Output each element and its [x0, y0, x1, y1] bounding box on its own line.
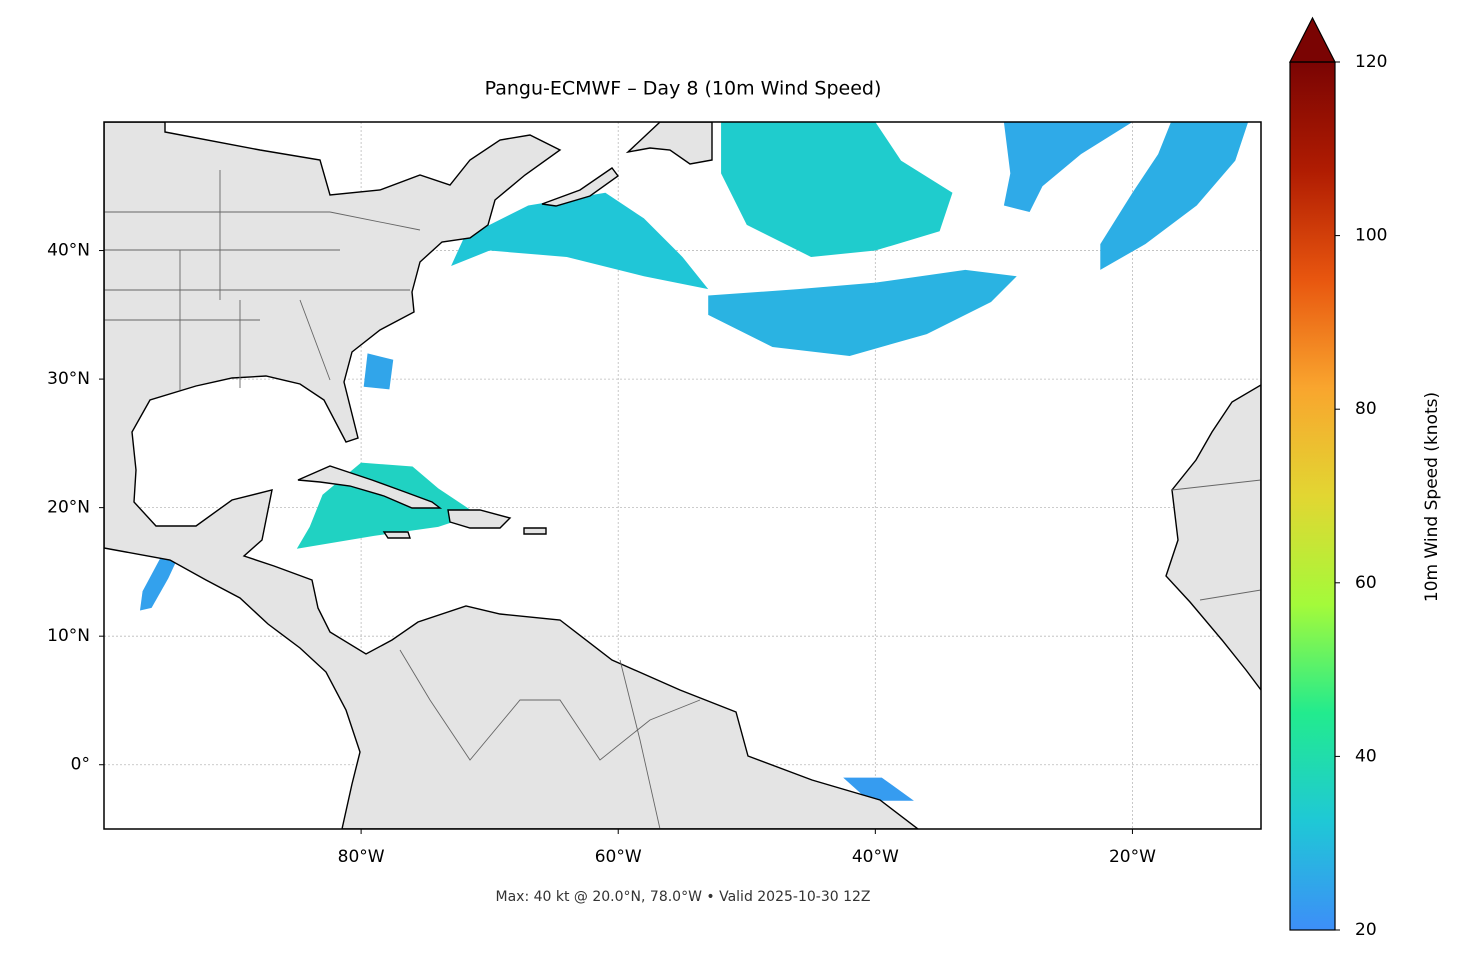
- footnote: Max: 40 kt @ 20.0°N, 78.0°W • Valid 2025…: [496, 889, 871, 905]
- colorbar-tick-label: 120: [1355, 52, 1387, 72]
- colorbar-extend: [1289, 16, 1336, 63]
- axes: 80°W 60°W 40°W 20°W 0° 10°N 20°N 30°N 40°N: [47, 241, 1156, 867]
- x-tick-label: 40°W: [852, 847, 899, 867]
- colorbar-fill: [1290, 62, 1335, 930]
- colorbar-label: 10m Wind Speed (knots): [1422, 392, 1442, 602]
- y-tick-label: 0°: [71, 755, 90, 775]
- colorbar: 20 40 60 80 100 120: [1289, 16, 1387, 940]
- newfoundland: [625, 122, 713, 165]
- wind-region: [843, 777, 914, 801]
- cuba: [297, 465, 443, 509]
- colorbar-tick-label: 80: [1355, 399, 1377, 419]
- y-tick-label: 20°N: [47, 498, 90, 518]
- chart-title: Pangu-ECMWF – Day 8 (10m Wind Speed): [485, 78, 882, 100]
- wind-region: [363, 353, 394, 390]
- hispaniola: [447, 509, 512, 529]
- colorbar-tick-label: 100: [1355, 226, 1387, 246]
- y-tick-label: 30°N: [47, 369, 90, 389]
- wind-region: [139, 555, 178, 611]
- colorbar-frame: [1289, 61, 1336, 931]
- sa-borders: [399, 479, 1261, 829]
- x-tick-label: 60°W: [595, 847, 642, 867]
- wind-region: [721, 122, 953, 257]
- wind-region: [1003, 122, 1133, 212]
- wind-region: [451, 192, 709, 290]
- y-tick-label: 40°N: [47, 241, 90, 261]
- americas: [104, 122, 920, 829]
- puerto-rico: [523, 527, 547, 535]
- africa: [1165, 384, 1261, 692]
- colorbar-tick-label: 60: [1355, 573, 1377, 593]
- jamaica: [382, 531, 411, 539]
- nova-scotia: [541, 167, 619, 207]
- land: [104, 122, 1261, 829]
- colorbar-tick-label: 40: [1355, 746, 1377, 766]
- us-borders: [104, 170, 421, 390]
- y-tick-label: 10°N: [47, 626, 90, 646]
- wind-region: [1100, 122, 1249, 270]
- wind-region: [708, 269, 1017, 356]
- x-tick-label: 80°W: [338, 847, 385, 867]
- x-tick-label: 20°W: [1109, 847, 1156, 867]
- colorbar-tick-label: 20: [1355, 920, 1377, 940]
- map-frame: [103, 121, 1262, 830]
